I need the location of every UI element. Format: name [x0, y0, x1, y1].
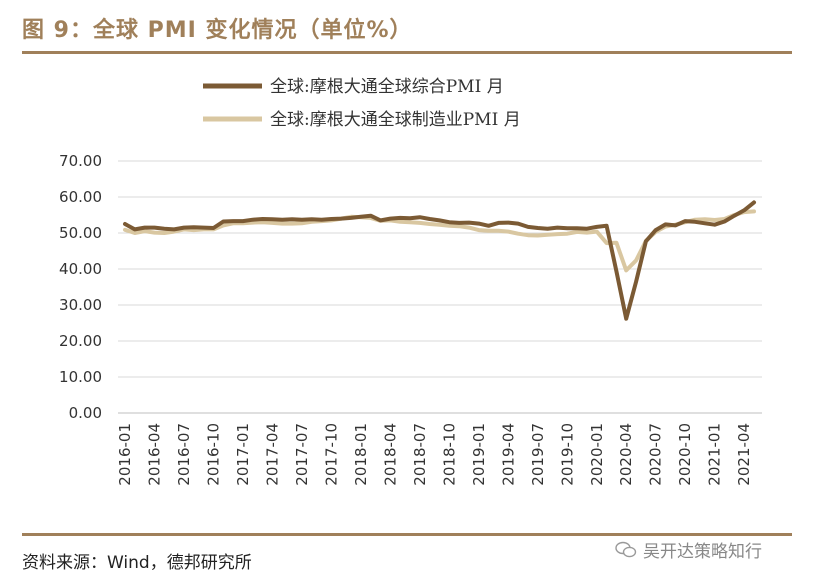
legend: 全球:摩根大通全球综合PMI 月 全球:摩根大通全球制造业PMI 月: [203, 77, 521, 130]
y-tick-label: 60.00: [59, 188, 102, 206]
top-rule: [22, 51, 792, 54]
x-tick-label: 2016-01: [116, 423, 134, 486]
legend-label-manufacturing: 全球:摩根大通全球制造业PMI 月: [270, 110, 521, 130]
x-tick-label: 2017-10: [322, 423, 340, 486]
x-tick-label: 2020-04: [617, 423, 635, 486]
pmi-chart: 全球:摩根大通全球综合PMI 月 全球:摩根大通全球制造业PMI 月 0.00 1…: [59, 77, 762, 486]
y-tick-label: 0.00: [69, 404, 102, 422]
x-axis-labels: 2016-01 2016-04 2016-07 2016-10 2017-01 2017-…: [116, 423, 753, 486]
y-tick-label: 10.00: [59, 368, 102, 386]
y-tick-label: 70.00: [59, 152, 102, 170]
x-tick-label: 2020-01: [588, 423, 606, 486]
y-axis-labels: 0.00 10.00 20.00 30.00 40.00 50.00 60.00 70.00: [59, 152, 102, 422]
source-note: 资料来源：Wind，德邦研究所: [22, 553, 252, 573]
series-line-composite: [123, 200, 756, 321]
x-tick-label: 2021-04: [735, 423, 753, 486]
x-tick-label: 2017-01: [234, 423, 252, 486]
x-tick-label: 2018-07: [411, 423, 429, 486]
gridlines: [118, 160, 762, 414]
bottom-rule: [22, 533, 792, 536]
x-tick-label: 2017-07: [293, 423, 311, 486]
x-tick-label: 2020-10: [676, 423, 694, 486]
x-tick-label: 2016-04: [145, 423, 163, 486]
watermark-text: 吴开达策略知行: [643, 542, 762, 562]
x-tick-label: 2019-04: [499, 423, 517, 486]
x-tick-label: 2018-04: [381, 423, 399, 486]
x-tick-label: 2019-10: [558, 423, 576, 486]
x-tick-label: 2021-01: [706, 423, 724, 486]
x-tick-label: 2020-07: [647, 423, 665, 486]
y-tick-label: 50.00: [59, 224, 102, 242]
x-tick-label: 2016-07: [175, 423, 193, 486]
y-tick-label: 20.00: [59, 332, 102, 350]
y-tick-label: 30.00: [59, 296, 102, 314]
x-tick-label: 2016-10: [204, 423, 222, 486]
legend-label-composite: 全球:摩根大通全球综合PMI 月: [270, 77, 504, 97]
wechat-icon: [615, 541, 637, 557]
x-tick-label: 2019-07: [529, 423, 547, 486]
series-lines: [123, 200, 756, 321]
chart-title: 图 9：全球 PMI 变化情况（单位%）: [22, 18, 413, 43]
x-tick-label: 2017-04: [263, 423, 281, 486]
watermark: 吴开达策略知行: [615, 537, 762, 562]
x-tick-label: 2019-01: [470, 423, 488, 486]
x-tick-label: 2018-10: [440, 423, 458, 486]
x-tick-label: 2018-01: [352, 423, 370, 486]
y-tick-label: 40.00: [59, 260, 102, 278]
